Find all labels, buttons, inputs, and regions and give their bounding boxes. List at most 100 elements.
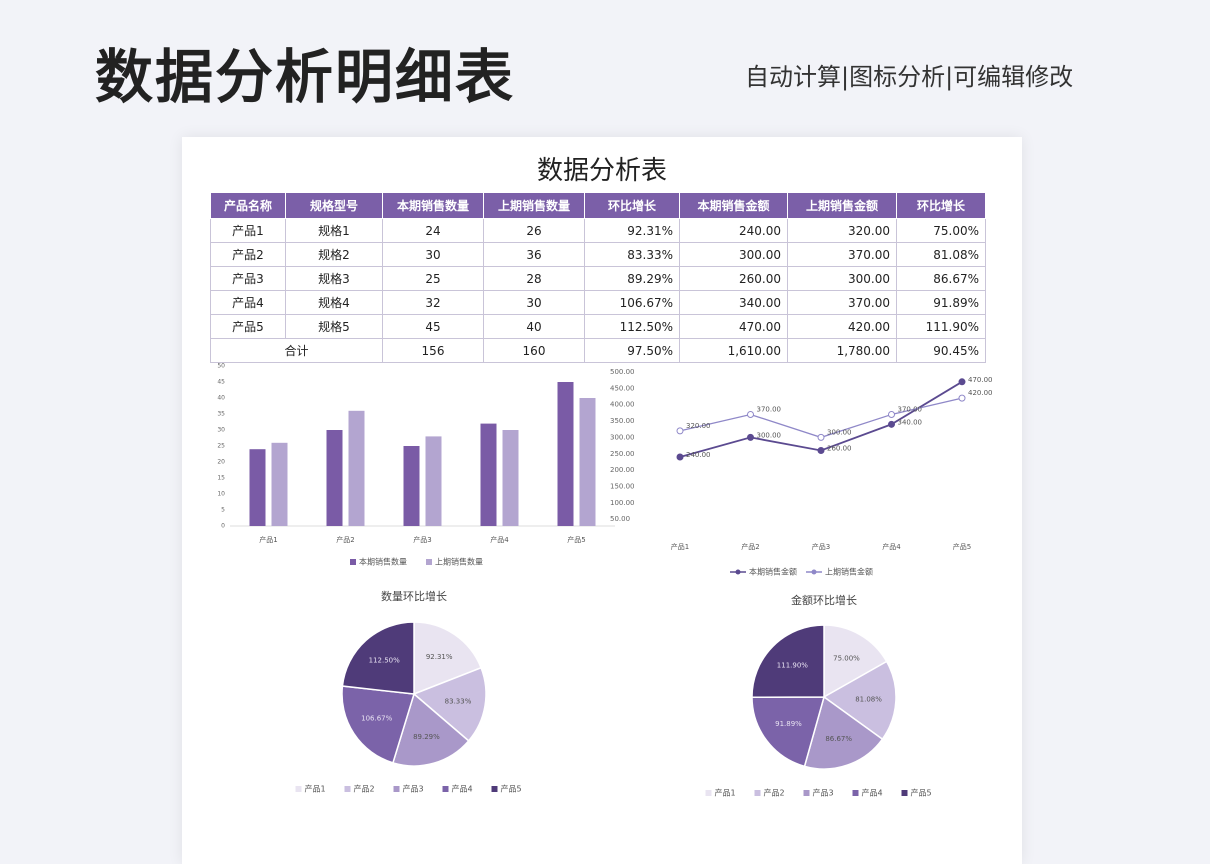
y-tick-label: 250.00 xyxy=(610,450,635,458)
page-subtitle: 自动计算|图标分析|可编辑修改 xyxy=(745,63,1074,91)
x-tick-label: 产品2 xyxy=(336,535,354,544)
line-marker xyxy=(817,433,825,441)
y-tick-label: 10 xyxy=(217,491,225,498)
legend-label: 产品3 xyxy=(813,788,834,798)
table-cell: 1,610.00 xyxy=(679,338,788,363)
table-cell: 规格5 xyxy=(285,314,383,339)
line-marker xyxy=(676,453,684,461)
table-cell: 97.50% xyxy=(584,338,680,363)
line-marker xyxy=(676,427,684,435)
legend-swatch xyxy=(852,790,859,796)
total-label: 合计 xyxy=(210,338,383,363)
legend-label: 产品3 xyxy=(403,784,424,794)
line-marker xyxy=(958,378,966,386)
data-label: 112.50% xyxy=(369,657,400,665)
x-tick-label: 产品4 xyxy=(882,542,901,551)
legend-label: 产品5 xyxy=(501,784,522,794)
data-label: 340.00 xyxy=(898,418,923,426)
bar xyxy=(502,430,519,526)
table-cell: 320.00 xyxy=(787,218,897,243)
legend-swatch xyxy=(295,786,302,792)
bar xyxy=(579,398,596,526)
data-label: 470.00 xyxy=(968,376,993,384)
y-tick-label: 200.00 xyxy=(610,466,635,474)
pie-slice xyxy=(412,666,487,742)
data-label: 89.29% xyxy=(413,733,440,741)
data-label: 370.00 xyxy=(898,406,923,414)
x-tick-label: 产品3 xyxy=(413,535,431,544)
data-table: 产品名称 规格型号 本期销售数量 上期销售数量 环比增长 本期销售金额 上期销售金额 环比增长… xyxy=(210,192,986,363)
table-cell: 112.50% xyxy=(584,314,680,339)
legend-label: 产品4 xyxy=(452,784,473,794)
table-cell: 25 xyxy=(382,266,484,291)
table-cell: 300.00 xyxy=(679,242,788,267)
data-label: 91.89% xyxy=(775,720,802,728)
table-row: 产品4 规格4 32 30 106.67% 340.00 370.00 91.89% xyxy=(210,290,986,315)
table-row: 产品3 规格3 25 28 89.29% 260.00 300.00 86.67% xyxy=(210,266,986,291)
legend-label: 上期销售金额 xyxy=(825,567,873,577)
legend-label: 产品2 xyxy=(354,784,375,794)
y-tick-label: 450.00 xyxy=(610,384,635,392)
y-tick-label: 150.00 xyxy=(610,482,635,490)
table-cell: 36 xyxy=(483,242,585,267)
legend-marker xyxy=(735,569,741,575)
x-tick-label: 产品1 xyxy=(259,535,277,544)
legend-marker xyxy=(811,569,817,575)
sheet-card: 数据分析表 产品名称 规格型号 本期销售数量 上期销售数量 环比增长 本期销售金额 上期销售… xyxy=(182,137,1022,864)
x-tick-label: 产品2 xyxy=(741,542,759,551)
table-cell: 370.00 xyxy=(787,290,897,315)
data-label: 81.08% xyxy=(855,695,882,703)
data-label: 86.67% xyxy=(825,735,852,743)
table-cell: 1,780.00 xyxy=(787,338,897,363)
column-header: 产品名称 xyxy=(210,192,286,219)
line-marker xyxy=(747,411,754,419)
legend-swatch xyxy=(705,790,712,796)
data-label: 75.00% xyxy=(833,654,860,662)
y-tick-label: 300.00 xyxy=(610,433,635,441)
pie-slice xyxy=(803,695,884,770)
legend-swatch xyxy=(442,786,449,792)
table-cell: 24 xyxy=(382,218,484,243)
pie-slice xyxy=(391,692,470,767)
bar xyxy=(557,382,574,526)
y-tick-label: 50 xyxy=(217,363,225,370)
pie-title: 数量环比增长 xyxy=(381,589,447,603)
pie-slice xyxy=(413,621,483,696)
y-tick-label: 0 xyxy=(221,523,225,530)
table-cell: 规格4 xyxy=(285,290,383,315)
table-cell: 240.00 xyxy=(679,218,788,243)
line-marker xyxy=(888,420,895,428)
data-label: 300.00 xyxy=(827,428,852,436)
pie-slice xyxy=(751,696,825,768)
column-header: 上期销售数量 xyxy=(483,192,585,219)
header-row: 产品名称 规格型号 本期销售数量 上期销售数量 环比增长 本期销售金额 上期销售金额 环比增长 xyxy=(210,192,986,219)
data-label: 260.00 xyxy=(827,444,852,452)
legend-label: 本期销售数量 xyxy=(359,557,407,567)
pie-slice xyxy=(341,621,415,695)
legend-label: 产品1 xyxy=(715,788,736,798)
line-marker xyxy=(817,446,825,454)
table-row: 产品1 规格1 24 26 92.31% 240.00 320.00 75.00% xyxy=(210,218,986,243)
legend-label: 产品4 xyxy=(862,788,883,798)
pie-slice xyxy=(341,685,415,764)
column-header: 本期销售金额 xyxy=(679,192,788,219)
table-cell: 160 xyxy=(483,338,585,363)
y-tick-label: 100.00 xyxy=(610,499,635,507)
y-tick-label: 35 xyxy=(217,411,225,418)
legend-label: 产品5 xyxy=(911,788,932,798)
legend-swatch xyxy=(754,790,761,796)
x-tick-label: 产品1 xyxy=(671,542,689,551)
table-cell: 340.00 xyxy=(679,290,788,315)
x-tick-label: 产品3 xyxy=(812,542,830,551)
y-tick-label: 30 xyxy=(217,427,225,434)
sheet-title: 数据分析表 xyxy=(536,156,667,186)
table-cell: 90.45% xyxy=(896,338,986,363)
y-tick-label: 50.00 xyxy=(610,515,630,523)
bar xyxy=(425,436,442,526)
data-label: 320.00 xyxy=(686,422,711,430)
data-label: 111.90% xyxy=(777,661,808,669)
y-tick-label: 5 xyxy=(221,507,225,514)
table-cell: 产品1 xyxy=(210,218,286,243)
y-tick-label: 500.00 xyxy=(610,368,635,376)
